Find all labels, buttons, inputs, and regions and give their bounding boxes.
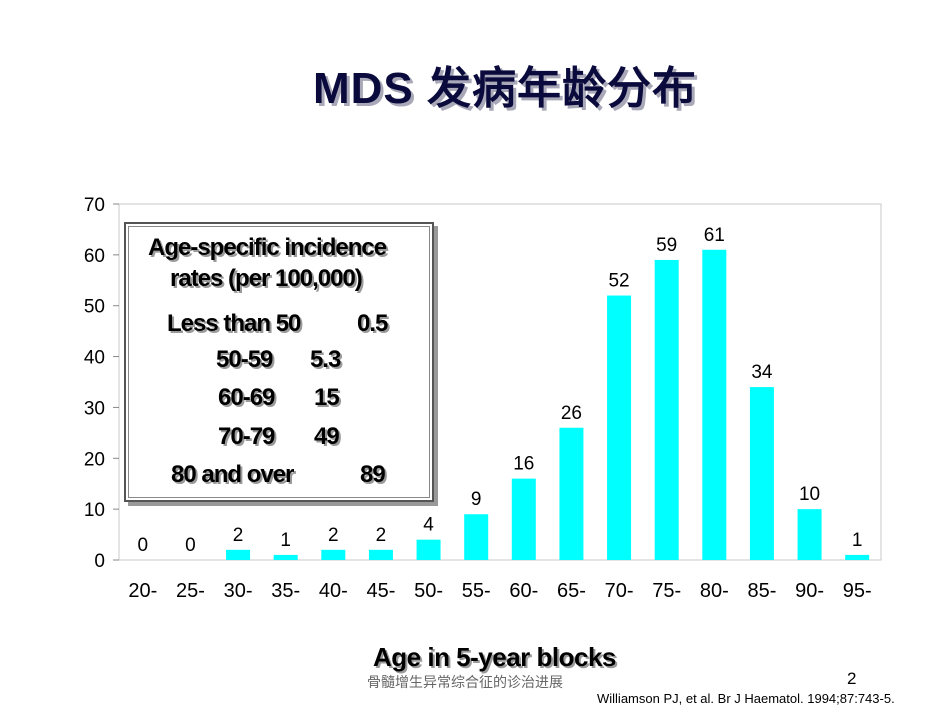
- bar-value-label: 52: [608, 271, 629, 292]
- legend-heading-line2: rates (per 100,000): [170, 265, 363, 292]
- bar: [273, 554, 298, 560]
- bar: [321, 549, 346, 560]
- bar-value-label: 2: [328, 525, 339, 546]
- y-tick-label: 70: [84, 195, 105, 216]
- bar-value-label: 2: [233, 525, 244, 546]
- x-tick-label: 95-: [843, 580, 872, 602]
- bar-value-label: 34: [751, 362, 773, 383]
- bar-value-label: 10: [799, 484, 820, 505]
- x-tick-label: 65-: [557, 580, 586, 602]
- bar: [654, 259, 679, 560]
- y-tick-label: 0: [94, 551, 105, 572]
- slide-title: MDS 发病年龄分布: [313, 64, 697, 113]
- x-tick-label: 75-: [652, 580, 681, 602]
- bar-value-label: 4: [423, 515, 434, 536]
- legend-row-age: 80 and over: [171, 461, 294, 488]
- citation: Williamson PJ, et al. Br J Haematol. 199…: [597, 691, 895, 706]
- incidence-rates-box: Age-specific incidence rates (per 100,00…: [124, 222, 434, 502]
- x-tick-label: 20-: [128, 580, 157, 602]
- bar: [226, 549, 251, 560]
- y-tick-label: 60: [84, 246, 105, 267]
- bar-value-label: 0: [185, 535, 196, 556]
- y-axis-ticks: 0 10 20 30 40 50 60 70: [84, 195, 119, 572]
- legend-row-age: 70-79: [218, 423, 275, 450]
- bar-value-label: 26: [561, 403, 582, 424]
- bar-value-label: 59: [656, 235, 677, 256]
- legend-row-age: 50-59: [216, 346, 273, 373]
- bar: [797, 509, 822, 560]
- bar-value-label: 16: [513, 454, 534, 475]
- legend-row-rate: 49: [314, 423, 340, 450]
- x-tick-label: 80-: [700, 580, 729, 602]
- bar: [416, 539, 441, 560]
- bar: [845, 554, 870, 560]
- legend-row-age: 60-69: [218, 384, 275, 411]
- legend-row-rate: 89: [360, 461, 386, 488]
- footer-text: 骨髓增生异常综合征的诊治进展: [367, 675, 563, 691]
- x-axis-title: Age in 5-year blocks: [373, 642, 616, 672]
- x-tick-label: 50-: [414, 580, 443, 602]
- bar: [368, 549, 393, 560]
- x-tick-label: 40-: [319, 580, 348, 602]
- y-tick-label: 10: [84, 500, 105, 521]
- bar-value-label: 1: [280, 530, 291, 551]
- x-tick-label: 30-: [224, 580, 253, 602]
- legend-row-rate: 0.5: [357, 310, 388, 337]
- bar-value-label: 0: [138, 535, 149, 556]
- bar: [559, 427, 584, 560]
- x-tick-label: 60-: [509, 580, 538, 602]
- bars: [226, 249, 870, 560]
- bar: [511, 478, 536, 560]
- x-tick-label: 25-: [176, 580, 205, 602]
- bar: [607, 295, 632, 560]
- y-tick-label: 30: [84, 398, 105, 419]
- bar-value-label: 9: [471, 489, 482, 510]
- y-tick-label: 20: [84, 449, 105, 470]
- x-tick-label: 45-: [366, 580, 395, 602]
- x-tick-label: 35-: [271, 580, 300, 602]
- bar: [464, 514, 489, 560]
- legend-row-rate: 5.3: [310, 346, 341, 373]
- y-tick-label: 50: [84, 297, 105, 318]
- bar-value-label: 1: [852, 530, 863, 551]
- bar-value-label: 61: [704, 225, 725, 246]
- bar-value-label: 2: [376, 525, 387, 546]
- x-tick-label: 90-: [795, 580, 824, 602]
- x-tick-label: 85-: [747, 580, 776, 602]
- bar: [702, 249, 727, 560]
- legend-heading-line1: Age-specific incidence: [148, 234, 387, 261]
- y-tick-label: 40: [84, 348, 105, 369]
- x-axis-ticks: 20- 25- 30- 35- 40- 45- 50- 55- 60- 65- 70- 75- 80- 8…: [128, 580, 871, 602]
- legend-row-rate: 15: [314, 384, 340, 411]
- bar: [749, 387, 774, 560]
- x-tick-label: 70-: [605, 580, 634, 602]
- page-number: 2: [847, 669, 857, 688]
- legend-row-age: Less than 50: [167, 310, 301, 337]
- x-tick-label: 55-: [462, 580, 491, 602]
